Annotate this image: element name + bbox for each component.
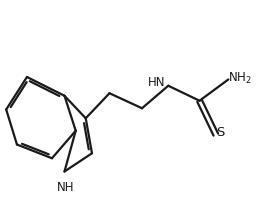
Text: HN: HN [148,76,166,89]
Text: NH: NH [57,181,74,194]
Text: NH$_2$: NH$_2$ [228,71,252,86]
Text: S: S [216,126,224,139]
